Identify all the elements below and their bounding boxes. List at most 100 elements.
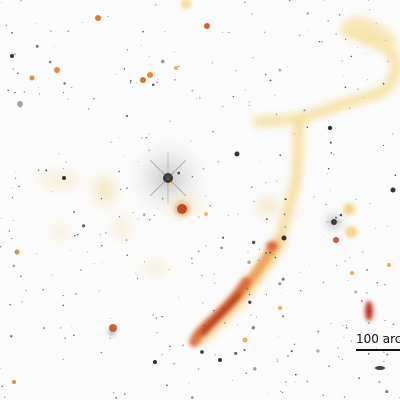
star [113, 392, 115, 394]
star [333, 154, 335, 156]
star [118, 137, 120, 139]
star [98, 290, 100, 292]
star [213, 309, 215, 312]
star [327, 173, 328, 175]
star [62, 304, 65, 307]
star [342, 75, 344, 77]
star [137, 278, 139, 280]
star [358, 377, 360, 379]
star [80, 269, 82, 271]
star [93, 263, 95, 265]
star [197, 250, 200, 253]
bright-star [327, 125, 333, 131]
star [303, 109, 306, 112]
star [367, 353, 370, 355]
star [10, 335, 13, 338]
star [75, 293, 77, 295]
star [278, 335, 280, 337]
star [369, 203, 371, 204]
star [366, 269, 368, 271]
star [134, 272, 136, 274]
star [191, 262, 193, 264]
star [220, 246, 223, 250]
star [62, 358, 64, 360]
star [348, 107, 351, 109]
star [306, 126, 309, 129]
star [64, 337, 66, 339]
star [248, 105, 250, 106]
star [250, 314, 252, 316]
star [345, 38, 347, 40]
star [169, 120, 171, 122]
bright-star [234, 151, 240, 157]
star [349, 257, 351, 259]
star [330, 152, 332, 154]
star [87, 108, 90, 110]
star [253, 367, 257, 371]
star [190, 257, 193, 260]
star [244, 89, 246, 91]
star [214, 354, 216, 356]
star [366, 292, 368, 294]
star [266, 391, 268, 393]
star [341, 358, 344, 361]
star [263, 31, 266, 34]
star [222, 105, 224, 108]
star [327, 167, 330, 170]
star [285, 381, 287, 383]
star [53, 46, 55, 48]
star [50, 30, 52, 32]
star [283, 213, 286, 216]
star [299, 34, 301, 36]
star [235, 70, 237, 72]
star [115, 74, 117, 76]
star [279, 154, 282, 157]
star [344, 86, 347, 89]
star [42, 289, 44, 291]
star [232, 380, 233, 381]
star [247, 251, 249, 253]
star [15, 171, 17, 173]
star [63, 82, 66, 85]
star [100, 197, 103, 200]
star [222, 32, 223, 34]
star [364, 53, 366, 54]
star [251, 240, 256, 245]
star [284, 226, 287, 228]
star [100, 244, 103, 247]
star [201, 302, 204, 304]
star [71, 86, 73, 89]
star [23, 91, 26, 93]
star [38, 86, 40, 89]
star [237, 213, 239, 215]
star [169, 345, 171, 348]
star [161, 354, 163, 356]
star [178, 65, 180, 68]
star [125, 114, 129, 118]
star [72, 334, 75, 337]
star [369, 310, 371, 312]
star [357, 88, 359, 90]
star [48, 60, 52, 64]
star [73, 211, 76, 213]
star [234, 351, 238, 355]
star [43, 326, 45, 329]
star [322, 394, 324, 396]
star [343, 336, 345, 338]
star [264, 73, 267, 76]
star [378, 380, 381, 383]
star [197, 368, 200, 370]
scale-bar-label: 100 arcsec [356, 332, 400, 346]
star [211, 62, 214, 64]
star [118, 170, 120, 173]
star [252, 57, 254, 59]
bright-stars [10, 54, 396, 370]
star [123, 155, 124, 157]
star [137, 218, 139, 220]
star [198, 216, 200, 218]
star [155, 317, 158, 319]
star [59, 327, 62, 329]
star [129, 79, 132, 82]
star [256, 316, 257, 318]
